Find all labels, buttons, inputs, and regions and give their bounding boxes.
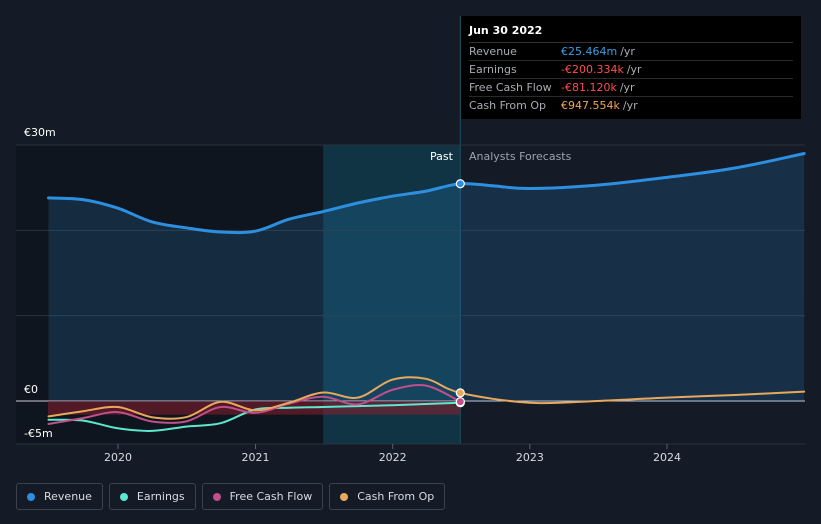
past-label: Past <box>430 150 453 163</box>
x-tick-label-2021: 2021 <box>241 451 270 464</box>
tooltip-unit: /yr <box>622 99 638 112</box>
revenue-area <box>48 153 805 401</box>
chart-legend: Revenue Earnings Free Cash Flow Cash Fro… <box>16 483 446 510</box>
tooltip-value: -€81.120k <box>561 81 617 94</box>
point-marker-cash-from-op <box>455 388 465 398</box>
tooltip-row-cash-from-op: Cash From Op €947.554k /yr <box>469 97 793 114</box>
y-tick-label-0: €0 <box>24 383 38 396</box>
tooltip-unit: /yr <box>619 81 635 94</box>
series-line-cash-from-op <box>47 376 806 420</box>
x-tick-label-2020: 2020 <box>104 451 132 464</box>
legend-item-cash-from-op[interactable]: Cash From Op <box>329 483 446 510</box>
legend-dot-free-cash-flow <box>212 492 221 501</box>
tooltip-date: Jun 30 2022 <box>469 24 793 43</box>
tooltip-label: Cash From Op <box>469 99 547 112</box>
y-tick-label-minus-5m: -€5m <box>24 427 53 440</box>
tooltip-unit: /yr <box>626 63 642 76</box>
tooltip-value: €947.554k <box>561 99 620 112</box>
legend-item-earnings[interactable]: Earnings <box>108 483 196 510</box>
legend-label: Cash From Op <box>357 490 435 503</box>
x-tick-label-2023: 2023 <box>515 451 544 464</box>
legend-dot-earnings <box>119 492 128 501</box>
data-tooltip: Jun 30 2022 Revenue €25.464m /yr Earning… <box>461 16 801 119</box>
tooltip-row-free-cash-flow: Free Cash Flow -€81.120k /yr <box>469 79 793 97</box>
legend-label: Free Cash Flow <box>229 490 313 503</box>
x-tick-label-2022: 2022 <box>378 451 407 464</box>
forecast-label: Analysts Forecasts <box>469 150 572 163</box>
tooltip-unit: /yr <box>620 45 635 58</box>
tooltip-label: Earnings <box>469 63 517 76</box>
point-marker-free-cash-flow <box>455 397 465 407</box>
point-marker-revenue <box>455 179 465 189</box>
tooltip-label: Revenue <box>469 45 517 58</box>
legend-label: Revenue <box>44 490 92 503</box>
tooltip-value: €25.464m <box>561 45 618 58</box>
y-tick-label-30m: €30m <box>24 126 56 139</box>
tooltip-value: -€200.334k <box>561 63 624 76</box>
legend-item-free-cash-flow[interactable]: Free Cash Flow <box>201 483 324 510</box>
tooltip-label: Free Cash Flow <box>469 81 552 94</box>
series-line-revenue <box>47 152 806 235</box>
series-line-free-cash-flow <box>47 384 462 425</box>
legend-dot-cash-from-op <box>340 492 349 501</box>
tooltip-row-earnings: Earnings -€200.334k /yr <box>469 61 793 79</box>
legend-item-revenue[interactable]: Revenue <box>16 483 103 510</box>
legend-dot-revenue <box>27 492 35 501</box>
tooltip-row-revenue: Revenue €25.464m /yr <box>469 43 793 61</box>
x-tick-label-2024: 2024 <box>653 451 681 464</box>
legend-label: Earnings <box>136 490 185 503</box>
